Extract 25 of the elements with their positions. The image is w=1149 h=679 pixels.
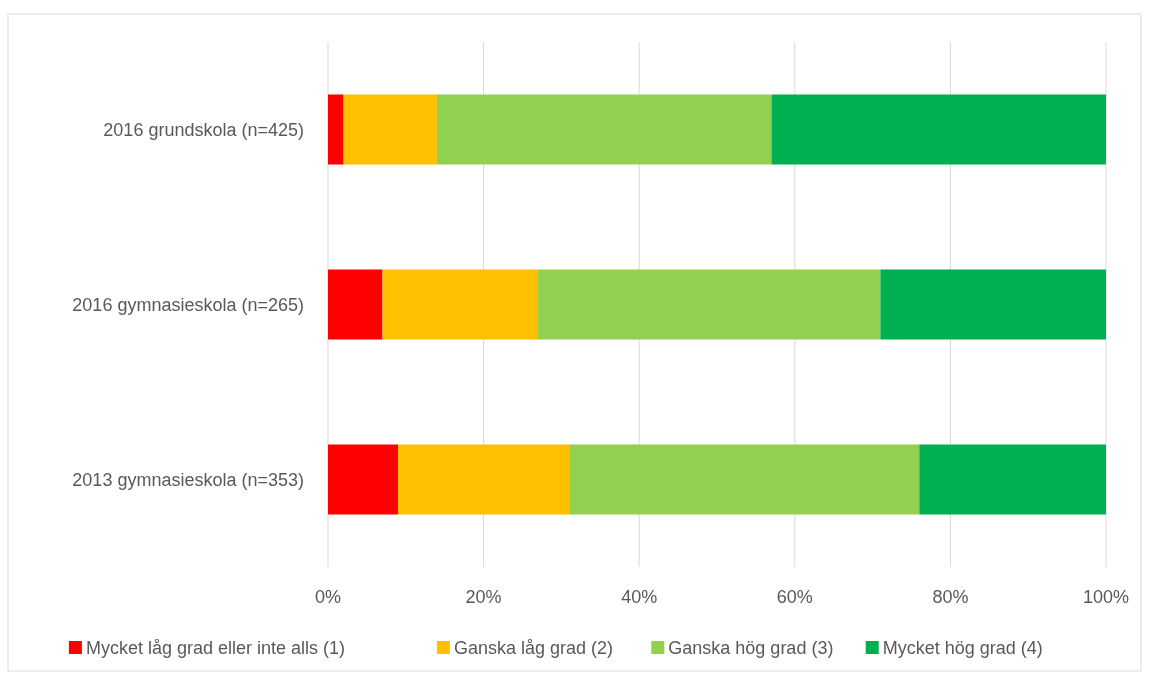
legend-label: Mycket hög grad (4) bbox=[882, 638, 1043, 659]
bar bbox=[398, 444, 570, 515]
bar bbox=[328, 269, 383, 340]
bar bbox=[328, 444, 399, 515]
y-tick-label: 2016 grundskola (n=425) bbox=[103, 119, 304, 140]
x-tick-label: 0% bbox=[314, 587, 342, 607]
x-tick-label: 80% bbox=[932, 587, 969, 607]
bar bbox=[328, 94, 344, 165]
bar bbox=[382, 269, 539, 340]
bar bbox=[343, 94, 437, 165]
legend-label: Ganska låg grad (2) bbox=[453, 638, 613, 659]
bar bbox=[919, 444, 1106, 515]
x-tick-label: 60% bbox=[776, 587, 813, 607]
legend-label: Ganska hög grad (3) bbox=[668, 638, 834, 659]
bar bbox=[538, 269, 881, 340]
x-tick-label: 100% bbox=[1082, 587, 1130, 607]
bar bbox=[771, 94, 1106, 165]
x-tick-label: 40% bbox=[621, 587, 658, 607]
y-tick-label: 2016 gymnasieskola (n=265) bbox=[72, 294, 304, 315]
x-tick-label: 20% bbox=[465, 587, 502, 607]
bar bbox=[880, 269, 1106, 340]
bar bbox=[569, 444, 920, 515]
bar bbox=[436, 94, 772, 165]
legend-label: Mycket låg grad eller inte alls (1) bbox=[85, 638, 346, 659]
y-tick-label: 2013 gymnasieskola (n=353) bbox=[72, 469, 304, 490]
